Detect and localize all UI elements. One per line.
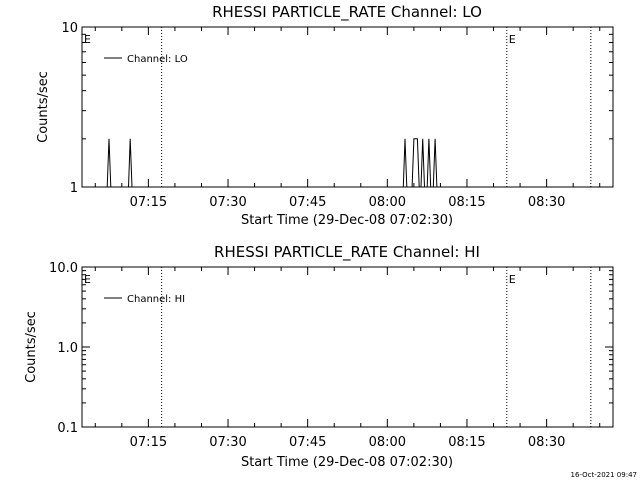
panel-hi-y-axis-label: Counts/sec bbox=[24, 311, 39, 383]
panel-hi-x-tick-label: 07:45 bbox=[289, 435, 326, 450]
generation-timestamp: 16-Oct-2021 09:47 bbox=[571, 471, 637, 479]
panel-lo-x-tick-label: 07:15 bbox=[130, 195, 167, 210]
panel-lo-flag-marker: E bbox=[84, 33, 91, 46]
panel-hi-x-axis: 07:15 07:30 07:45 08:00 08:15 08:30 bbox=[94, 267, 601, 450]
panel-hi-y-axis: 0.1 1.0 10.0 bbox=[49, 261, 613, 436]
panel-hi-x-tick-label: 07:15 bbox=[130, 435, 167, 450]
panel-hi-x-axis-label: Start Time (29-Dec-08 07:02:30) bbox=[241, 455, 453, 470]
panel-lo-x-tick-label: 08:15 bbox=[448, 195, 485, 210]
panel-lo-flag-marker: E bbox=[509, 33, 516, 46]
panel-lo-x-axis-label: Start Time (29-Dec-08 07:02:30) bbox=[241, 213, 453, 228]
panel-lo-x-axis: 07:15 07:30 07:45 08:00 08:15 08:30 bbox=[94, 27, 601, 210]
panel-hi-legend-label: Channel: HI bbox=[127, 294, 185, 305]
panel-lo-x-tick-label: 08:00 bbox=[369, 195, 406, 210]
panel-hi-flag-marker: E bbox=[509, 273, 516, 286]
panel-lo-y-tick-label: 10 bbox=[61, 21, 78, 36]
panel-lo: RHESSI PARTICLE_RATE Channel: LO 1 10 07:… bbox=[36, 3, 614, 228]
panel-hi-y-tick-label: 0.1 bbox=[57, 421, 78, 436]
panel-lo-x-tick-label: 08:30 bbox=[528, 195, 565, 210]
panel-lo-legend-label: Channel: LO bbox=[127, 54, 188, 65]
panel-hi-title: RHESSI PARTICLE_RATE Channel: HI bbox=[214, 243, 480, 262]
panel-hi-y-tick-label: 1.0 bbox=[57, 341, 78, 356]
panel-hi-y-tick-label: 10.0 bbox=[49, 261, 78, 276]
panel-lo-y-axis-label: Counts/sec bbox=[36, 71, 51, 143]
panel-hi-x-tick-label: 08:00 bbox=[369, 435, 406, 450]
panel-hi-reference-lines bbox=[161, 267, 592, 427]
panel-lo-series bbox=[106, 138, 438, 188]
panel-lo-x-tick-label: 07:45 bbox=[289, 195, 326, 210]
panel-hi-x-tick-label: 08:15 bbox=[448, 435, 485, 450]
panel-lo-y-axis: 1 10 bbox=[61, 21, 613, 196]
panel-hi: RHESSI PARTICLE_RATE Channel: HI 0.1 1.0 1… bbox=[24, 243, 614, 470]
panel-lo-x-tick-label: 07:30 bbox=[209, 195, 246, 210]
panel-hi-x-tick-label: 08:30 bbox=[528, 435, 565, 450]
panel-hi-flag-marker: E bbox=[84, 273, 91, 286]
panel-lo-y-tick-label: 1 bbox=[70, 181, 78, 196]
panel-lo-title: RHESSI PARTICLE_RATE Channel: LO bbox=[212, 3, 482, 22]
panel-lo-series-line bbox=[106, 138, 438, 188]
panel-hi-x-tick-label: 07:30 bbox=[209, 435, 246, 450]
panel-lo-reference-lines bbox=[161, 27, 592, 187]
